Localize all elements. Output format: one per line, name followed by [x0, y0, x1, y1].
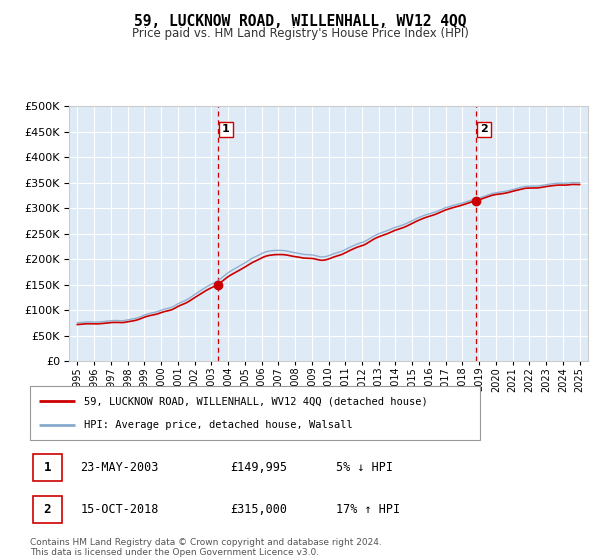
Text: 59, LUCKNOW ROAD, WILLENHALL, WV12 4QQ: 59, LUCKNOW ROAD, WILLENHALL, WV12 4QQ: [134, 14, 466, 29]
Text: This data is licensed under the Open Government Licence v3.0.: This data is licensed under the Open Gov…: [30, 548, 319, 557]
Text: 17% ↑ HPI: 17% ↑ HPI: [336, 503, 400, 516]
Text: HPI: Average price, detached house, Walsall: HPI: Average price, detached house, Wals…: [84, 419, 353, 430]
Bar: [32, 454, 62, 481]
Text: 59, LUCKNOW ROAD, WILLENHALL, WV12 4QQ (detached house): 59, LUCKNOW ROAD, WILLENHALL, WV12 4QQ (…: [84, 396, 428, 407]
Text: £149,995: £149,995: [230, 461, 287, 474]
Text: 1: 1: [222, 124, 230, 134]
Text: Price paid vs. HM Land Registry's House Price Index (HPI): Price paid vs. HM Land Registry's House …: [131, 27, 469, 40]
Text: 2: 2: [480, 124, 488, 134]
Text: 2: 2: [44, 503, 51, 516]
Text: 5% ↓ HPI: 5% ↓ HPI: [336, 461, 393, 474]
Text: Contains HM Land Registry data © Crown copyright and database right 2024.: Contains HM Land Registry data © Crown c…: [30, 538, 382, 547]
Text: 1: 1: [44, 461, 51, 474]
Text: 15-OCT-2018: 15-OCT-2018: [80, 503, 158, 516]
Text: 23-MAY-2003: 23-MAY-2003: [80, 461, 158, 474]
Bar: [32, 496, 62, 523]
Text: £315,000: £315,000: [230, 503, 287, 516]
